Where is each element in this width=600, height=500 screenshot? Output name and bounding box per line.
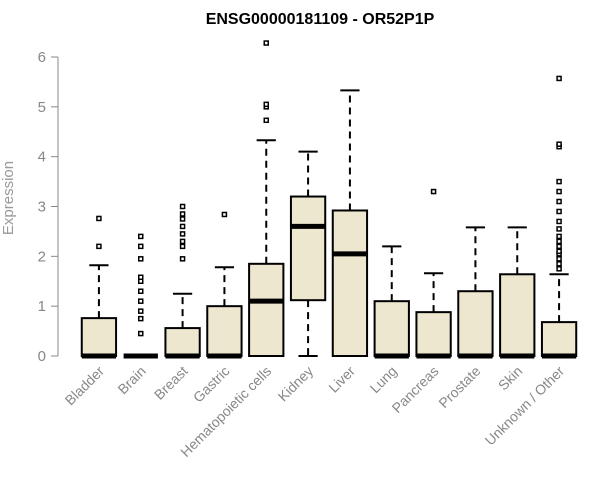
outlier-point <box>138 233 144 240</box>
chart-title: ENSG00000181109 - OR52P1P <box>206 11 435 28</box>
outlier-point <box>179 231 186 237</box>
outlier-point <box>263 117 269 124</box>
outlier-point <box>96 215 102 222</box>
outlier-point <box>556 141 562 147</box>
outlier-point <box>556 208 562 215</box>
outlier-point <box>263 40 269 46</box>
outlier-point <box>556 188 562 195</box>
outlier-point <box>138 256 144 262</box>
x-tick-label: Unknown / Other <box>482 363 568 449</box>
boxes-group <box>80 40 578 359</box>
box-body <box>540 321 578 358</box>
x-tick-label: Liver <box>325 363 358 396</box>
outlier-point <box>556 75 562 82</box>
outlier-point <box>556 261 562 267</box>
outlier-point <box>138 330 144 337</box>
box-body <box>415 311 452 357</box>
outlier-point <box>179 216 186 222</box>
box-kidney <box>289 150 327 357</box>
y-axis-label: Expression <box>0 161 17 235</box>
outlier-point <box>96 243 102 250</box>
x-tick-label: Prostate <box>435 363 483 411</box>
y-tick-label: 5 <box>38 99 46 116</box>
outlier-point <box>430 188 437 195</box>
box-pancreas <box>415 188 452 359</box>
outlier-point <box>138 308 144 314</box>
box-bladder <box>80 215 118 359</box>
box-unknown-other <box>540 75 578 359</box>
box-skin <box>499 226 536 359</box>
box-body <box>289 195 327 302</box>
outlier-point <box>556 256 562 262</box>
box-lung <box>373 245 410 359</box>
outlier-point <box>138 288 144 294</box>
outlier-point <box>138 274 144 281</box>
x-tick-label: Breast <box>151 363 191 403</box>
outlier-point <box>179 243 186 250</box>
x-tick-label: Lung <box>367 363 400 396</box>
outlier-point <box>221 211 228 218</box>
outlier-point <box>179 256 186 262</box>
y-tick-label: 1 <box>38 298 46 315</box>
x-tick-label: Pancreas <box>389 363 442 416</box>
box-liver <box>331 89 369 357</box>
x-tick-label: Kidney <box>275 363 317 405</box>
box-body <box>80 317 118 358</box>
box-breast <box>164 203 201 359</box>
box-body <box>457 290 494 358</box>
y-tick-label: 3 <box>38 199 46 216</box>
outlier-point <box>556 238 562 245</box>
outlier-point <box>263 101 269 108</box>
box-prostate <box>457 226 494 359</box>
box-body <box>373 300 410 357</box>
x-tick-label: Bladder <box>62 363 108 409</box>
outlier-point <box>556 198 562 205</box>
y-tick-label: 0 <box>38 348 46 365</box>
box-body <box>206 305 243 357</box>
y-tick-label: 6 <box>38 49 46 66</box>
outlier-point <box>556 266 562 272</box>
x-tick-label: Skin <box>495 363 526 394</box>
outlier-point <box>556 243 562 250</box>
outlier-point <box>179 203 186 210</box>
outlier-point <box>179 238 186 245</box>
outlier-point <box>179 211 186 217</box>
outlier-point <box>556 226 562 232</box>
x-tick-label: Brain <box>114 363 148 397</box>
outlier-point <box>138 243 144 250</box>
box-brain <box>123 233 158 359</box>
box-hematopoietic-cells <box>248 40 285 357</box>
outlier-point <box>138 315 144 322</box>
outlier-point <box>179 223 186 230</box>
y-axis: 0 1 2 3 4 5 6 <box>38 49 59 365</box>
outlier-point <box>556 248 562 255</box>
box-body <box>248 262 285 357</box>
box-body <box>164 327 201 357</box>
outlier-point <box>556 218 562 225</box>
outlier-point <box>138 298 144 304</box>
box-gastric <box>206 211 243 359</box>
outlier-point <box>556 233 562 240</box>
box-body <box>331 209 369 357</box>
y-tick-label: 4 <box>38 149 46 166</box>
box-body <box>499 273 536 358</box>
y-tick-label: 2 <box>38 248 46 265</box>
outlier-point <box>556 178 562 185</box>
